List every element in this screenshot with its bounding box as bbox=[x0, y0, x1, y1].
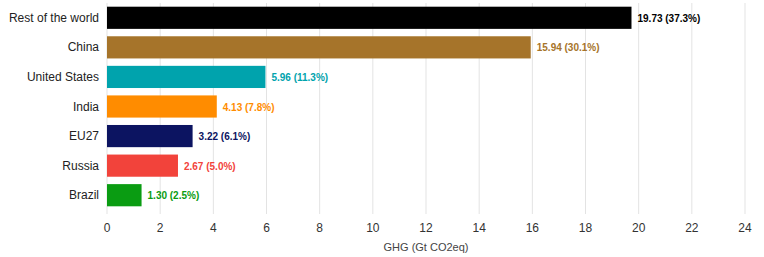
category-label: Rest of the world bbox=[9, 11, 99, 25]
tick-label: 8 bbox=[316, 221, 323, 235]
grid-line bbox=[532, 3, 533, 214]
data-label: 15.94 (30.1%) bbox=[537, 42, 600, 53]
tick-label: 6 bbox=[263, 221, 270, 235]
tick-label: 4 bbox=[210, 221, 217, 235]
data-label: 5.96 (11.3%) bbox=[271, 72, 328, 83]
bar bbox=[107, 184, 142, 206]
category-label: EU27 bbox=[69, 129, 99, 143]
category-label: United States bbox=[27, 70, 99, 84]
tick-label: 2 bbox=[157, 221, 164, 235]
axis-label: GHG (Gt CO2eq) bbox=[384, 241, 469, 253]
grid-line bbox=[638, 3, 639, 214]
tick-label: 24 bbox=[738, 221, 752, 235]
bar bbox=[107, 95, 217, 117]
category-label: India bbox=[73, 100, 99, 114]
grid-line bbox=[372, 3, 373, 214]
tick-label: 16 bbox=[526, 221, 540, 235]
tick-label: 14 bbox=[472, 221, 486, 235]
grid-line bbox=[479, 3, 480, 214]
data-label: 4.13 (7.8%) bbox=[223, 102, 275, 113]
tick-label: 22 bbox=[685, 221, 699, 235]
bars bbox=[107, 7, 631, 207]
grid-line bbox=[745, 3, 746, 214]
grid-line bbox=[426, 3, 427, 214]
bar bbox=[107, 155, 178, 177]
bar bbox=[107, 66, 265, 88]
category-label: Russia bbox=[62, 159, 99, 173]
bar bbox=[107, 125, 193, 147]
data-label: 3.22 (6.1%) bbox=[199, 131, 251, 142]
chart: 024681012141618202224GHG (Gt CO2eq)Rest … bbox=[0, 0, 764, 257]
grid-line bbox=[585, 3, 586, 214]
data-label: 19.73 (37.3%) bbox=[637, 13, 700, 24]
tick-label: 20 bbox=[632, 221, 646, 235]
tick-label: 18 bbox=[579, 221, 593, 235]
bar bbox=[107, 36, 531, 58]
bar bbox=[107, 7, 631, 29]
category-label: China bbox=[68, 40, 100, 54]
data-label: 2.67 (5.0%) bbox=[184, 161, 236, 172]
grid-line bbox=[691, 3, 692, 214]
data-label: 1.30 (2.5%) bbox=[148, 190, 200, 201]
grid-line bbox=[319, 3, 320, 214]
tick-label: 12 bbox=[419, 221, 433, 235]
tick-label: 0 bbox=[104, 221, 111, 235]
tick-label: 10 bbox=[366, 221, 380, 235]
category-label: Brazil bbox=[69, 188, 99, 202]
